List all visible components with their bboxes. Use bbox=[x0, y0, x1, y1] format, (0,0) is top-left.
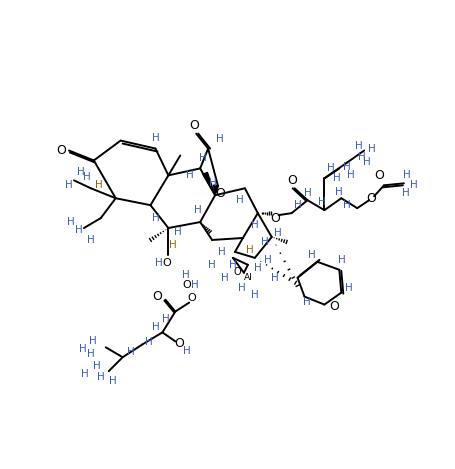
Text: H: H bbox=[253, 263, 261, 273]
Polygon shape bbox=[213, 185, 218, 195]
Text: H: H bbox=[151, 133, 159, 143]
Text: H: H bbox=[236, 195, 243, 205]
Text: H: H bbox=[109, 376, 116, 386]
Text: H: H bbox=[344, 283, 352, 293]
Text: H: H bbox=[77, 167, 85, 177]
Text: H: H bbox=[144, 337, 152, 348]
Text: H: H bbox=[317, 197, 324, 207]
Text: H: H bbox=[182, 270, 190, 280]
Text: H: H bbox=[263, 255, 271, 265]
Text: H: H bbox=[209, 178, 217, 189]
Text: H: H bbox=[151, 213, 159, 223]
Text: H: H bbox=[307, 250, 315, 260]
Text: H: H bbox=[199, 153, 207, 164]
Text: H: H bbox=[354, 141, 362, 151]
Text: H: H bbox=[250, 220, 258, 230]
Text: H: H bbox=[87, 349, 95, 359]
Text: O: O bbox=[162, 258, 170, 268]
Text: H: H bbox=[194, 205, 202, 215]
Text: H: H bbox=[302, 296, 310, 307]
Text: H: H bbox=[358, 152, 365, 162]
Text: Al: Al bbox=[243, 273, 252, 282]
Text: H: H bbox=[343, 200, 350, 210]
Text: H: H bbox=[174, 227, 182, 237]
Text: O: O bbox=[182, 280, 190, 290]
Text: H: H bbox=[221, 273, 228, 283]
Text: H: H bbox=[183, 346, 191, 356]
Text: O: O bbox=[189, 119, 199, 132]
Text: O: O bbox=[287, 174, 297, 187]
Text: H: H bbox=[95, 180, 102, 190]
Text: O: O bbox=[152, 290, 162, 303]
Text: H: H bbox=[293, 200, 301, 210]
Text: H: H bbox=[154, 258, 162, 268]
Text: H: H bbox=[65, 180, 73, 190]
Text: H: H bbox=[83, 172, 91, 182]
Text: O: O bbox=[187, 293, 196, 303]
Text: H: H bbox=[126, 347, 134, 357]
Text: H: H bbox=[161, 315, 169, 325]
Text: H: H bbox=[245, 245, 253, 255]
Text: O: O bbox=[329, 300, 339, 313]
Text: H: H bbox=[191, 280, 199, 290]
Text: H: H bbox=[228, 260, 236, 270]
Text: O: O bbox=[233, 267, 240, 277]
Text: H: H bbox=[270, 273, 278, 283]
Text: H: H bbox=[217, 247, 225, 257]
Text: H: H bbox=[79, 344, 86, 354]
Text: H: H bbox=[81, 369, 89, 379]
Text: H: H bbox=[327, 163, 334, 174]
Text: H: H bbox=[335, 187, 343, 197]
Text: H: H bbox=[409, 180, 417, 190]
Text: H: H bbox=[208, 260, 216, 270]
Text: H: H bbox=[333, 174, 340, 183]
Text: H: H bbox=[238, 283, 245, 293]
Text: H: H bbox=[151, 322, 159, 333]
Text: O: O bbox=[373, 169, 383, 182]
Text: H: H bbox=[343, 162, 350, 173]
Text: H: H bbox=[89, 336, 96, 346]
Text: H: H bbox=[216, 134, 223, 144]
Text: H: H bbox=[250, 290, 258, 300]
Polygon shape bbox=[202, 172, 215, 195]
Text: H: H bbox=[75, 225, 83, 235]
Text: O: O bbox=[365, 192, 375, 205]
Text: H: H bbox=[273, 228, 281, 238]
Text: H: H bbox=[97, 372, 105, 382]
Text: H: H bbox=[402, 170, 410, 181]
Text: H: H bbox=[93, 361, 101, 371]
Text: H: H bbox=[87, 235, 95, 245]
Text: H: H bbox=[260, 237, 268, 247]
Text: H: H bbox=[347, 170, 354, 181]
Text: H: H bbox=[67, 217, 75, 227]
Text: O: O bbox=[269, 212, 279, 225]
Text: O: O bbox=[174, 337, 184, 350]
Text: H: H bbox=[303, 188, 311, 198]
Text: O: O bbox=[215, 187, 224, 200]
Text: H: H bbox=[368, 144, 375, 153]
Text: O: O bbox=[56, 144, 66, 157]
Text: H: H bbox=[338, 255, 345, 265]
Text: H: H bbox=[169, 240, 177, 250]
Text: H: H bbox=[186, 170, 194, 181]
Text: H: H bbox=[401, 188, 409, 198]
Text: H: H bbox=[363, 158, 370, 167]
